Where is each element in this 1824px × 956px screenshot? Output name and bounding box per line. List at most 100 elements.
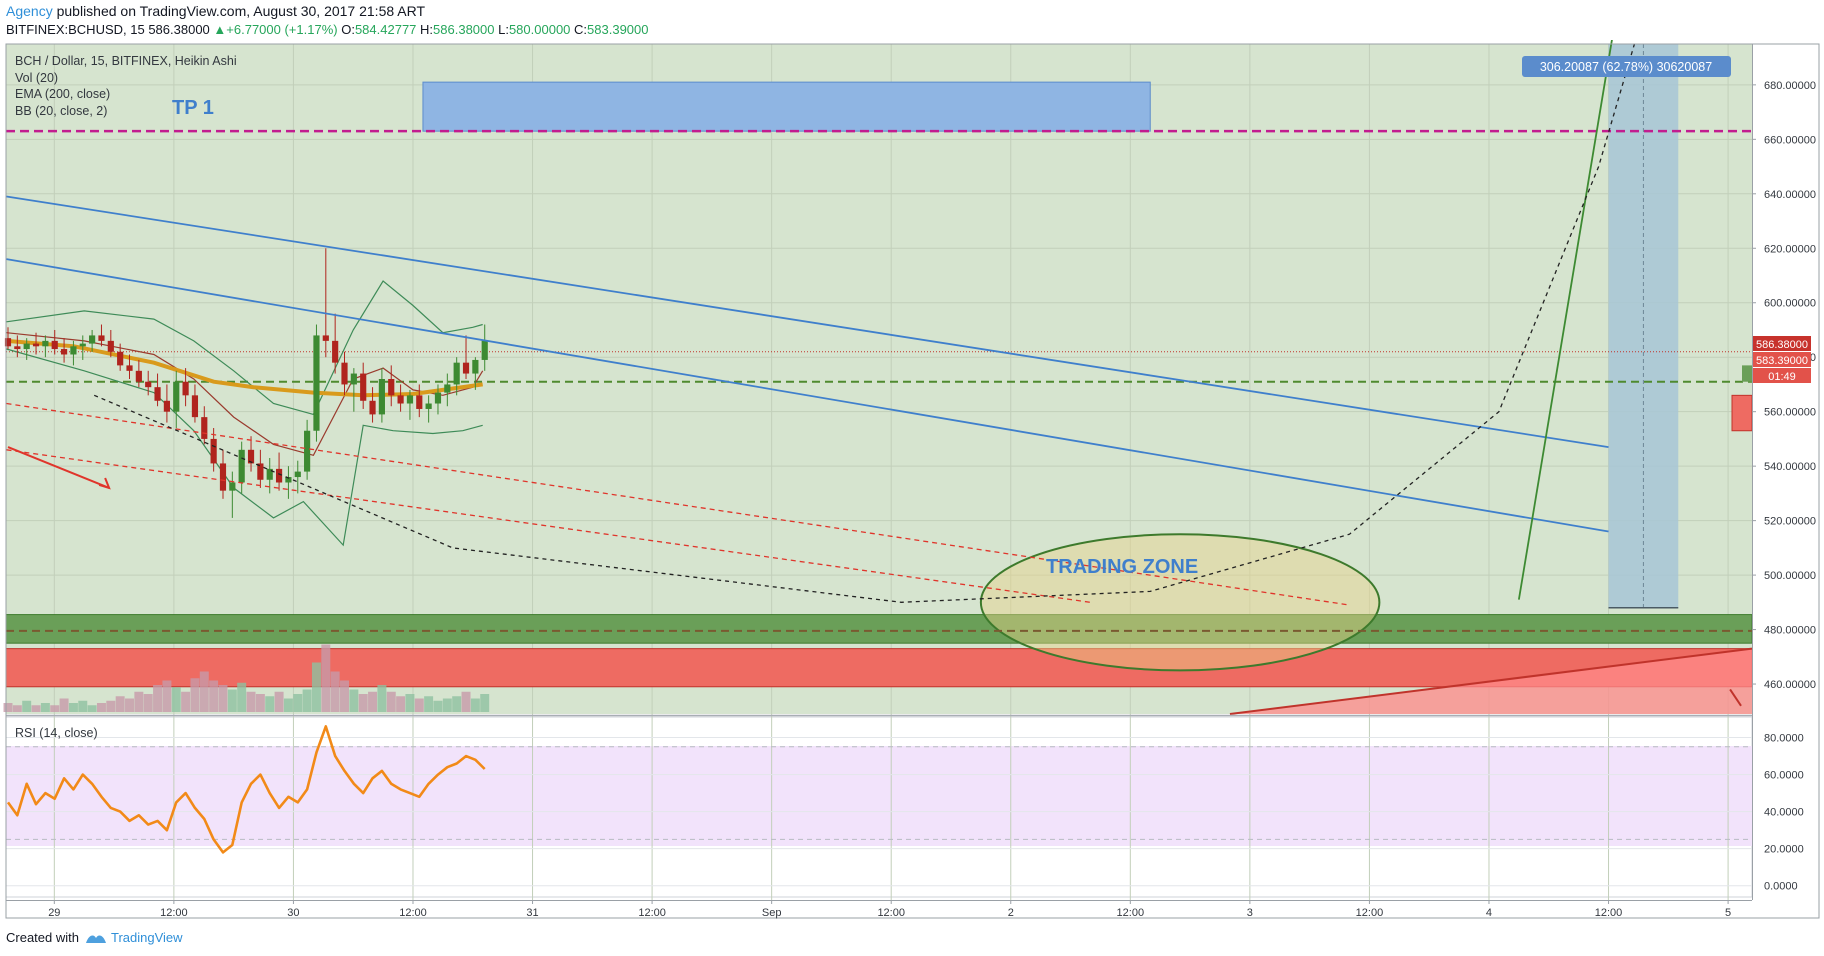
candle-body bbox=[154, 387, 161, 401]
author-link[interactable]: Agency bbox=[6, 3, 53, 19]
candle-body bbox=[341, 362, 348, 385]
price-tick-label: 540.00000 bbox=[1764, 461, 1816, 473]
trendline-red-dashed-2 bbox=[6, 449, 1091, 603]
candle-body bbox=[42, 340, 49, 347]
legend-vol[interactable]: Vol (20) bbox=[15, 70, 59, 85]
candle-body bbox=[425, 403, 432, 409]
candle-body bbox=[332, 340, 339, 363]
volume-bar bbox=[405, 694, 415, 712]
tradingview-brand: TradingView bbox=[110, 930, 183, 945]
volume-bar bbox=[227, 689, 237, 712]
volume-bar bbox=[162, 680, 172, 712]
candle-body bbox=[201, 417, 208, 439]
red-triangle-edge bbox=[1229, 647, 1753, 715]
candle-body bbox=[219, 463, 227, 491]
trendline-lower-channel bbox=[6, 258, 1609, 533]
bb-lower-line bbox=[6, 348, 483, 547]
volume-bar bbox=[265, 696, 275, 712]
low-value: 580.00000 bbox=[508, 22, 571, 37]
time-tick-label: 12:00 bbox=[1117, 907, 1145, 919]
close-price-tag bbox=[1753, 352, 1811, 367]
rsi-tick-label: 20.0000 bbox=[1764, 844, 1804, 856]
green-zone bbox=[5, 614, 1753, 644]
candle-body bbox=[247, 449, 255, 464]
volume-bar bbox=[424, 696, 434, 712]
rsi-tick-label: 60.0000 bbox=[1764, 770, 1804, 782]
red-triangle-tail bbox=[1729, 688, 1742, 707]
time-tick-label: 5 bbox=[1725, 907, 1731, 919]
price-tick-label: 460.00000 bbox=[1764, 679, 1816, 691]
candle-body bbox=[107, 340, 114, 352]
volume-bar bbox=[31, 705, 41, 712]
volume-bar bbox=[12, 705, 22, 712]
change-up-icon: ▲ bbox=[213, 22, 227, 37]
candle-body bbox=[285, 477, 292, 483]
publish-info: published on TradingView.com, August 30,… bbox=[56, 3, 426, 19]
candle-body bbox=[126, 365, 133, 371]
close-price-tag-text: 583.39000 bbox=[1756, 355, 1808, 367]
rsi-tick-label: 80.0000 bbox=[1764, 733, 1804, 745]
candle-body bbox=[98, 335, 105, 341]
candle-body bbox=[388, 379, 395, 396]
change-value: +6.77000 (+1.17%) bbox=[226, 22, 338, 37]
rsi-band bbox=[6, 746, 1752, 846]
time-tick-label: 12:00 bbox=[160, 907, 188, 919]
measure-text: 306.20087 (62.78%) 30620087 bbox=[1540, 60, 1712, 74]
zones bbox=[5, 44, 1753, 715]
volume-bar bbox=[153, 685, 163, 712]
candle-body bbox=[360, 373, 367, 401]
trading-zone-label: TRADING ZONE bbox=[1046, 556, 1198, 578]
time-tick-label: 2 bbox=[1008, 907, 1014, 919]
volume-bar bbox=[452, 696, 462, 712]
volume-bar bbox=[59, 698, 69, 712]
volume-bar bbox=[87, 705, 97, 712]
countdown-tag-text: 01:49 bbox=[1768, 371, 1796, 383]
price-tick-label: 660.00000 bbox=[1764, 134, 1816, 146]
candle-body bbox=[462, 362, 470, 374]
trendline-red-dashed-1 bbox=[6, 402, 1350, 606]
rsi-tick-label: 0.0000 bbox=[1764, 881, 1798, 893]
tp1-label: TP 1 bbox=[172, 97, 214, 119]
trading-zone-ellipse bbox=[979, 533, 1381, 672]
tp1-box bbox=[422, 81, 1151, 132]
legend-title[interactable]: BCH / Dollar, 15, BITFINEX, Heikin Ashi bbox=[15, 54, 237, 68]
candle-body bbox=[257, 463, 264, 480]
price-pane[interactable] bbox=[6, 44, 1752, 714]
publish-header: Agency published on TradingView.com, Aug… bbox=[6, 3, 425, 20]
volume-bar bbox=[3, 703, 13, 712]
candle-body bbox=[117, 351, 124, 366]
last-price-tag-text: 586.38000 bbox=[1756, 339, 1808, 351]
open-label: O: bbox=[341, 22, 355, 37]
legend-rsi[interactable]: RSI (14, close) bbox=[15, 726, 98, 740]
tradingview-link[interactable]: TradingView bbox=[85, 930, 183, 945]
candle-body bbox=[313, 335, 320, 431]
legend-bb[interactable]: BB (20, close, 2) bbox=[15, 103, 108, 118]
volume-bar bbox=[218, 685, 228, 712]
candle-body bbox=[14, 346, 21, 350]
volume-bar bbox=[106, 700, 116, 712]
volume-bar bbox=[246, 691, 256, 712]
chart-canvas[interactable]: 680.00000 660.00000 640.00000 620.00000 600.… bbox=[0, 40, 1824, 925]
trendline-green-projection bbox=[1517, 40, 1613, 600]
price-tick-label: 640.00000 bbox=[1764, 189, 1816, 201]
volume-bar bbox=[396, 696, 406, 712]
time-tick-label: 31 bbox=[526, 907, 538, 919]
volume-bar bbox=[340, 680, 349, 712]
volume-bar bbox=[433, 700, 443, 712]
volume-bar bbox=[349, 689, 359, 712]
close-value: 583.39000 bbox=[587, 22, 649, 37]
volume-bar bbox=[22, 700, 32, 712]
chart-frame bbox=[5, 43, 1820, 919]
candle-body bbox=[266, 468, 273, 480]
volume-bar bbox=[414, 698, 424, 712]
volume-bar bbox=[125, 698, 134, 712]
volume-bar bbox=[470, 698, 480, 712]
candle-body bbox=[51, 340, 58, 350]
ema200-line bbox=[6, 338, 483, 398]
price-tick-label: 600.00000 bbox=[1764, 298, 1816, 310]
legend-ema[interactable]: EMA (200, close) bbox=[15, 87, 111, 101]
volume-bar bbox=[358, 694, 368, 712]
volume-bar bbox=[461, 691, 471, 712]
candle-body bbox=[163, 400, 170, 412]
candle-body bbox=[191, 395, 199, 418]
